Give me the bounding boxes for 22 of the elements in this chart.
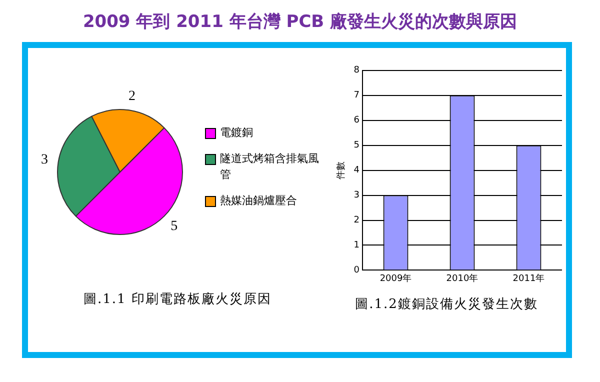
data-label: 2 xyxy=(128,89,136,104)
y-axis-title: 件數 xyxy=(335,161,346,180)
y-tick-label: 7 xyxy=(353,90,360,101)
text: 圖.1.1 印刷電路板廠火災原因 xyxy=(84,291,272,308)
y-tick-label: 0 xyxy=(353,266,360,276)
x-tick-label: 2009年 xyxy=(379,272,412,284)
legend-label: 隧道式烤箱含排氣風管 xyxy=(220,151,320,183)
y-tick-label: 2 xyxy=(353,216,360,226)
y-tick-label: 4 xyxy=(353,166,360,176)
y-tick-label: 8 xyxy=(353,66,360,76)
data-label: 5 xyxy=(170,218,178,234)
y-tick-label: 5 xyxy=(353,140,360,151)
legend-label: 電鍍銅 xyxy=(220,125,253,141)
data-label: 3 xyxy=(40,152,48,168)
x-tick-label: 2010年 xyxy=(446,272,478,284)
y-tick-label: 6 xyxy=(353,116,360,126)
x-tick-label: 2011年 xyxy=(512,272,544,284)
chart-title: 2009 年到 2011 年台灣 PCB 廠發生火災的次數與原因 xyxy=(82,11,518,34)
y-tick-label: 1 xyxy=(353,240,360,251)
text: 圖.1.2鍍銅設備火災發生次數 xyxy=(355,296,538,313)
legend-label: 熱媒油鍋爐壓合 xyxy=(220,193,297,209)
y-tick-label: 3 xyxy=(353,190,360,201)
